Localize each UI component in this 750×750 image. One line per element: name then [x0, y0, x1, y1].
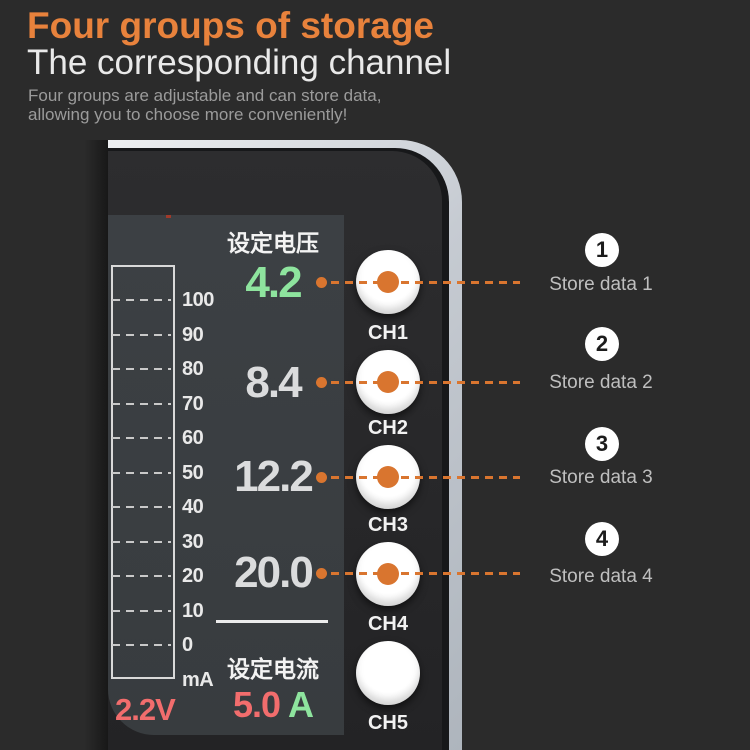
scale-tick-label: 70 — [182, 392, 204, 415]
scale-tick-label: 10 — [182, 599, 204, 622]
description-line-2: allowing you to choose more conveniently… — [28, 105, 348, 124]
voltage-readout: 2.2V — [115, 692, 176, 727]
scale-tick-label: 90 — [182, 323, 204, 346]
device-shadow — [84, 140, 108, 750]
scale-tick-label: mA — [182, 668, 214, 691]
scale-gridline — [112, 540, 171, 543]
scale-gridline — [112, 299, 171, 301]
scale-tick-label: 20 — [182, 565, 204, 587]
voltage-value-ch1: 4.2 — [245, 258, 302, 307]
channel-label-ch2: CH2 — [367, 417, 408, 439]
connector-dot-icon — [316, 376, 327, 388]
scale-tick-label: 0 — [182, 634, 193, 656]
connector-line-3 — [316, 471, 520, 483]
scale-tick-label: 100 — [182, 289, 214, 311]
set-voltage-label: 设定电压 — [227, 230, 319, 256]
current-unit: A — [288, 684, 314, 725]
description-line-1: Four groups are adjustable and can store… — [28, 86, 382, 105]
device-screen: 100 90 80 70 60 50 40 30 20 10 0 mA 设定电压 4.2 8.4 12… — [108, 215, 344, 735]
connector-dashed-line — [331, 475, 520, 479]
channel-button-ch5[interactable] — [356, 641, 420, 705]
channel-label-ch5: CH5 — [367, 712, 408, 734]
connector-dot-icon — [316, 276, 327, 288]
connector-line-2 — [316, 376, 520, 388]
voltage-value-ch3: 12.2 — [234, 452, 314, 501]
scale-gridline — [112, 609, 171, 612]
connector-dot-icon — [316, 471, 327, 483]
scale-gridline — [112, 368, 171, 370]
scale-tick-label: 80 — [182, 358, 204, 380]
annotation-badge-3: 3 — [585, 427, 619, 461]
scale-tick-label: 40 — [182, 496, 204, 518]
annotation-badge-4: 4 — [585, 522, 619, 556]
connector-dashed-line — [331, 571, 520, 575]
scale-gridline — [112, 506, 171, 508]
annotation-label-1: Store data 1 — [549, 274, 653, 295]
current-amps: 5.0 — [232, 684, 281, 725]
connector-dot-icon — [316, 567, 327, 579]
current-value: 5.0 A — [188, 684, 358, 726]
scale-gridline — [112, 402, 171, 405]
scale-tick-label: 50 — [182, 461, 204, 484]
annotation-badge-1: 1 — [585, 233, 619, 267]
set-current-label: 设定电流 — [227, 656, 319, 682]
scale-gridline — [112, 471, 171, 474]
screen-divider — [216, 620, 328, 623]
annotation-label-3: Store data 3 — [549, 467, 653, 488]
channel-label-ch1: CH1 — [367, 322, 408, 344]
scale-gridline — [112, 644, 171, 646]
voltage-value-ch4: 20.0 — [234, 548, 314, 597]
annotation-label-4: Store data 4 — [549, 566, 653, 587]
scale-tick-label: 60 — [182, 427, 204, 449]
scale-gridline — [112, 333, 171, 336]
connector-dashed-line — [331, 280, 520, 284]
voltage-value-ch2: 8.4 — [245, 358, 302, 407]
connector-line-4 — [316, 567, 520, 579]
page-subtitle: The corresponding channel — [27, 43, 452, 82]
scale-gridline — [112, 437, 171, 439]
annotation-label-2: Store data 2 — [549, 372, 653, 393]
page-title: Four groups of storage — [27, 5, 434, 46]
scale-gridline — [112, 575, 171, 577]
channel-label-ch4: CH4 — [367, 613, 408, 635]
page-description: Four groups are adjustable and can store… — [28, 86, 381, 124]
annotation-badge-2: 2 — [585, 327, 619, 361]
connector-line-1 — [316, 276, 520, 288]
screen-marker — [166, 215, 171, 218]
connector-dashed-line — [331, 380, 520, 384]
channel-label-ch3: CH3 — [367, 514, 408, 536]
scale-tick-label: 30 — [182, 530, 204, 553]
